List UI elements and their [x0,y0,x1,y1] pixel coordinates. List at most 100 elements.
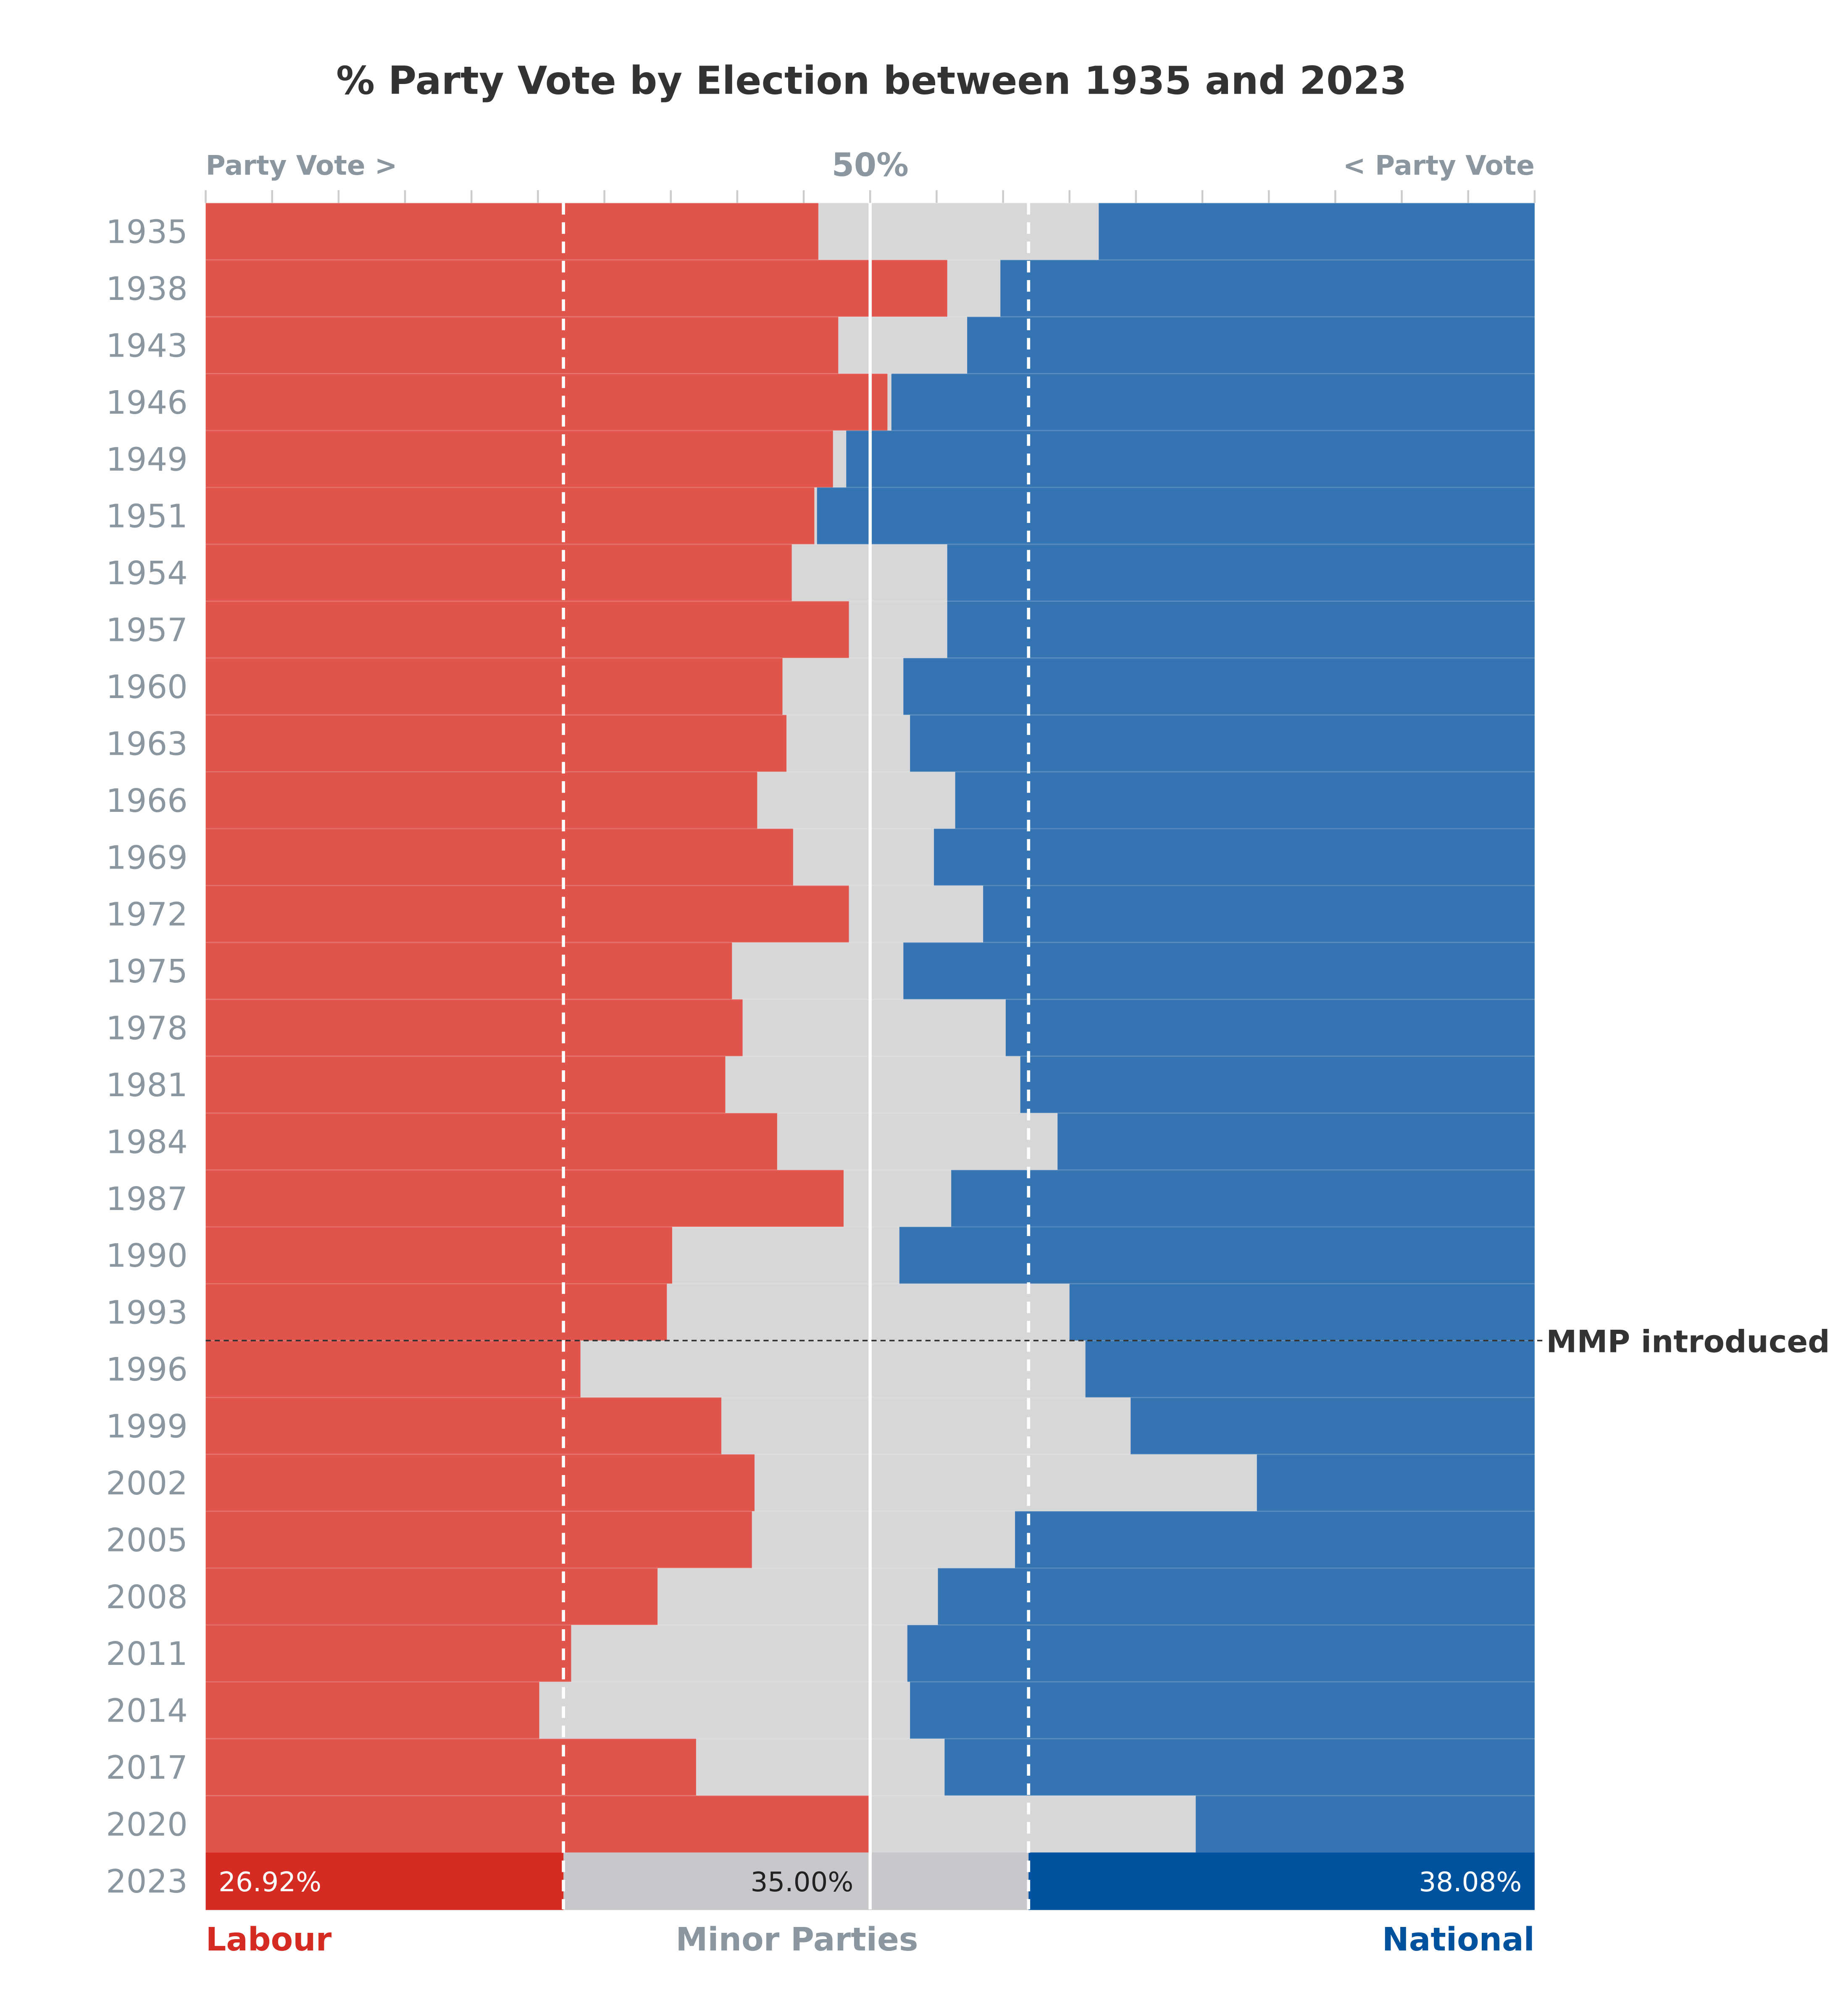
row-2005: 2005 [106,1510,1535,1569]
y-tick-label: 1938 [106,270,188,308]
y-tick-label: 1943 [106,327,188,365]
y-tick-label: 1972 [106,896,188,934]
bar-labour [205,1340,581,1398]
bar-labour [205,1738,696,1796]
bar-national [1000,260,1535,318]
bar-labour [205,430,833,488]
row-1984: 1984 [106,1112,1535,1171]
bar-national [1131,1397,1535,1455]
bar-labour [205,999,743,1057]
row-2023: 2023 26.92% 35.00% 38.08% [106,1852,1535,1910]
bar-national [1028,1852,1535,1910]
bar-labour [205,1796,870,1853]
bar-national [899,1226,1535,1284]
row-1954: 1954 [106,543,1535,602]
bar-labour [205,885,849,943]
row-1966: 1966 [106,771,1535,830]
legend-minor-parties: Minor Parties [676,1921,918,1958]
bar-national [1020,1056,1535,1114]
y-tick-label: 1975 [106,953,188,990]
row-2002: 2002 [106,1454,1535,1512]
bar-national [967,317,1535,375]
row-1972: 1972 [106,885,1535,943]
y-tick-label: 1946 [106,384,188,422]
bar-labour [205,1170,844,1228]
row-1963: 1963 [106,714,1535,773]
y-tick-label: 2014 [106,1693,188,1730]
top-center-label: 50% [832,147,909,184]
row-2017: 2017 [106,1738,1535,1796]
y-tick-label: 1990 [106,1237,188,1275]
bar-national [910,715,1535,773]
y-tick-label: 1969 [106,839,188,877]
y-tick-label: 1987 [106,1181,188,1218]
y-tick-label: 2020 [106,1806,188,1843]
y-tick-label: 1963 [106,725,188,763]
row-1946: 1946 [106,373,1535,431]
row-2020: 2020 [106,1795,1535,1853]
row-1938: 1938 [106,259,1535,318]
bar-labour [205,1625,571,1683]
bar-labour [205,544,792,602]
bar-national [846,430,1535,488]
row-1990: 1990 [106,1226,1535,1284]
bar-national [1099,203,1535,261]
top-right-label: < Party Vote [1343,150,1535,181]
bar-national [1257,1454,1535,1512]
y-tick-label: 2023 [106,1863,188,1900]
chart-title: % Party Vote by Election between 1935 an… [336,58,1407,103]
bar-labour [205,1397,721,1455]
y-tick-label: 1935 [106,214,188,251]
y-tick-label: 1954 [106,555,188,592]
data-label-minor: 35.00% [751,1866,854,1898]
y-tick-label: 1993 [106,1294,188,1332]
bar-labour [205,1511,752,1569]
bar-national [947,544,1535,602]
bar-labour [205,658,783,716]
bar-national [938,1568,1535,1626]
row-1987: 1987 [106,1169,1535,1228]
y-tick-label: 1984 [106,1124,188,1161]
y-tick-label: 2017 [106,1749,188,1787]
y-tick-label: 1999 [106,1408,188,1446]
y-tick-label: 1978 [106,1010,188,1047]
bar-labour [205,1284,667,1341]
bar-national [910,1682,1535,1740]
bar-labour [205,203,818,261]
bar-national [983,885,1535,943]
row-1949: 1949 [106,430,1535,488]
row-1951: 1951 [106,486,1535,545]
bar-labour [205,601,849,659]
bar-labour [205,715,786,773]
top-left-label: Party Vote > [206,150,397,181]
data-label-labour: 26.92% [218,1866,321,1898]
row-1935: 1935 [106,202,1535,261]
bar-national [907,1625,1535,1683]
row-2014: 2014 [106,1681,1535,1740]
bar-labour [205,373,888,431]
y-tick-label: 1960 [106,669,188,706]
bar-national [903,942,1535,1000]
legend-national: National [1382,1921,1535,1958]
row-1999: 1999 [106,1396,1535,1455]
bar-labour [205,1568,658,1626]
bar-labour [205,772,757,830]
row-2008: 2008 [106,1567,1535,1626]
y-tick-label: 2008 [106,1579,188,1616]
bar-national [1196,1796,1535,1853]
bar-labour [205,317,839,375]
y-tick-label: 2002 [106,1465,188,1502]
row-1975: 1975 [106,942,1535,1000]
bar-labour [205,1056,726,1114]
bar-national [903,658,1535,716]
y-tick-label: 2011 [106,1635,188,1673]
bar-national [934,829,1535,886]
legend-labour: Labour [206,1921,332,1958]
bar-national [955,772,1535,830]
bar-national [944,1738,1535,1796]
row-1981: 1981 [106,1055,1535,1114]
bar-labour [205,829,793,886]
bar-national [891,373,1535,431]
row-1960: 1960 [106,657,1535,716]
